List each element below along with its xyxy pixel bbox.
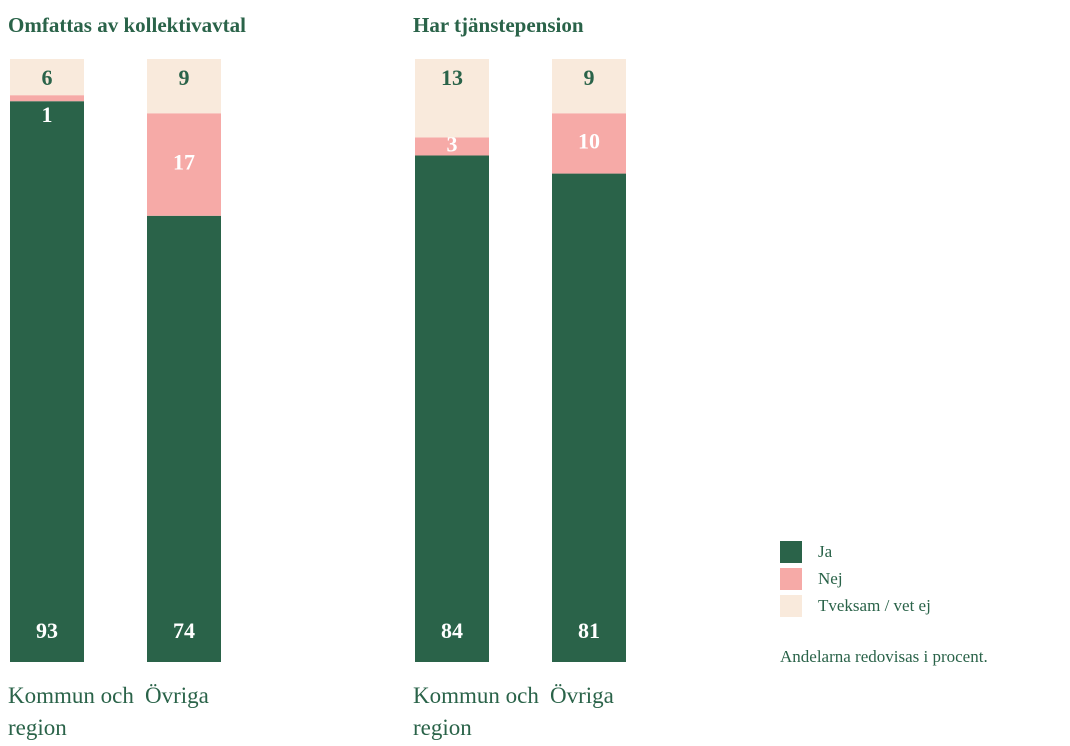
data-label: 3 [447, 131, 458, 156]
x-tick-label: Övriga [550, 683, 614, 708]
data-label: 17 [173, 150, 195, 175]
data-label: 9 [584, 65, 595, 90]
x-tick-label: Övriga [145, 683, 209, 708]
data-label: 93 [36, 618, 58, 643]
data-label: 84 [441, 618, 463, 643]
bar-segment [10, 95, 84, 102]
legend-label: Nej [818, 569, 843, 588]
legend-swatch [780, 541, 802, 563]
bar-segment [10, 59, 84, 96]
bar-segment [552, 113, 626, 174]
data-label: 81 [578, 618, 600, 643]
legend-label: Tveksam / vet ej [818, 596, 931, 615]
bar-segment [415, 59, 489, 138]
chart-title: Har tjänstepension [413, 13, 584, 37]
note: Andelarna redovisas i procent. [780, 647, 988, 666]
chart-title: Omfattas av kollektivavtal [8, 13, 246, 37]
x-tick-label: Kommun och region [413, 683, 539, 740]
bar-segment [415, 155, 489, 663]
bar-segment [147, 113, 221, 216]
bar-segment [10, 101, 84, 662]
data-label: 74 [173, 618, 195, 643]
bar-segment [147, 215, 221, 662]
data-label: 6 [42, 65, 53, 90]
data-label: 1 [42, 102, 53, 127]
data-label: 10 [578, 128, 600, 153]
bar-segment [552, 59, 626, 114]
legend-swatch [780, 595, 802, 617]
bar-segment [415, 137, 489, 156]
legend-swatch [780, 568, 802, 590]
legend-label: Ja [818, 542, 833, 561]
x-tick-label: Kommun och region [8, 683, 134, 740]
data-label: 13 [441, 65, 463, 90]
bar-segment [552, 173, 626, 662]
data-label: 9 [179, 65, 190, 90]
bar-segment [147, 59, 221, 114]
